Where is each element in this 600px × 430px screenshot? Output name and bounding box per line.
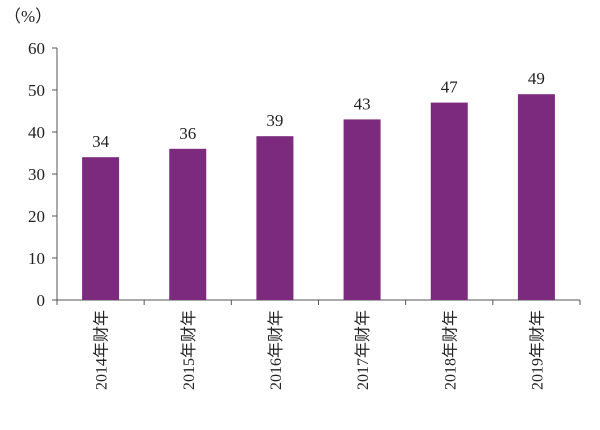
y-tick-label: 10 [28,249,45,268]
axes [56,48,581,305]
y-tick-label: 0 [37,291,46,310]
bar [343,119,381,301]
y-tick-label: 20 [28,207,45,226]
bar [430,102,468,300]
x-category-label: 2017年财年 [354,310,372,390]
bar-value-label: 34 [92,132,110,151]
bar-value-label: 39 [266,111,283,130]
bar-value-label: 36 [179,124,196,143]
bars [82,94,555,301]
y-tick-label: 30 [28,165,45,184]
x-category-label: 2018年财年 [441,310,459,390]
x-category-label: 2015年财年 [180,310,198,390]
bar [517,94,555,300]
bar-value-label: 49 [528,69,545,88]
y-unit-label: （%） [4,7,52,26]
bar-value-label: 47 [441,78,459,97]
x-category-label: 2014年财年 [93,310,111,390]
bar [169,148,207,300]
data-labels: 34 36 39 43 47 49 [92,69,545,151]
bar [256,136,294,300]
y-tick-label: 50 [28,81,45,100]
x-axis-labels: 2014年财年 2015年财年 2016年财年 2017年财年 2018年财年 2019年… [93,310,547,390]
bar-value-label: 43 [354,94,371,113]
y-tick-label: 40 [28,123,45,142]
x-category-label: 2019年财年 [528,310,546,390]
y-axis-ticks: 0 10 20 30 40 50 60 [28,39,57,310]
x-category-label: 2016年财年 [267,310,285,390]
bar [82,157,120,300]
y-tick-label: 60 [28,39,45,58]
